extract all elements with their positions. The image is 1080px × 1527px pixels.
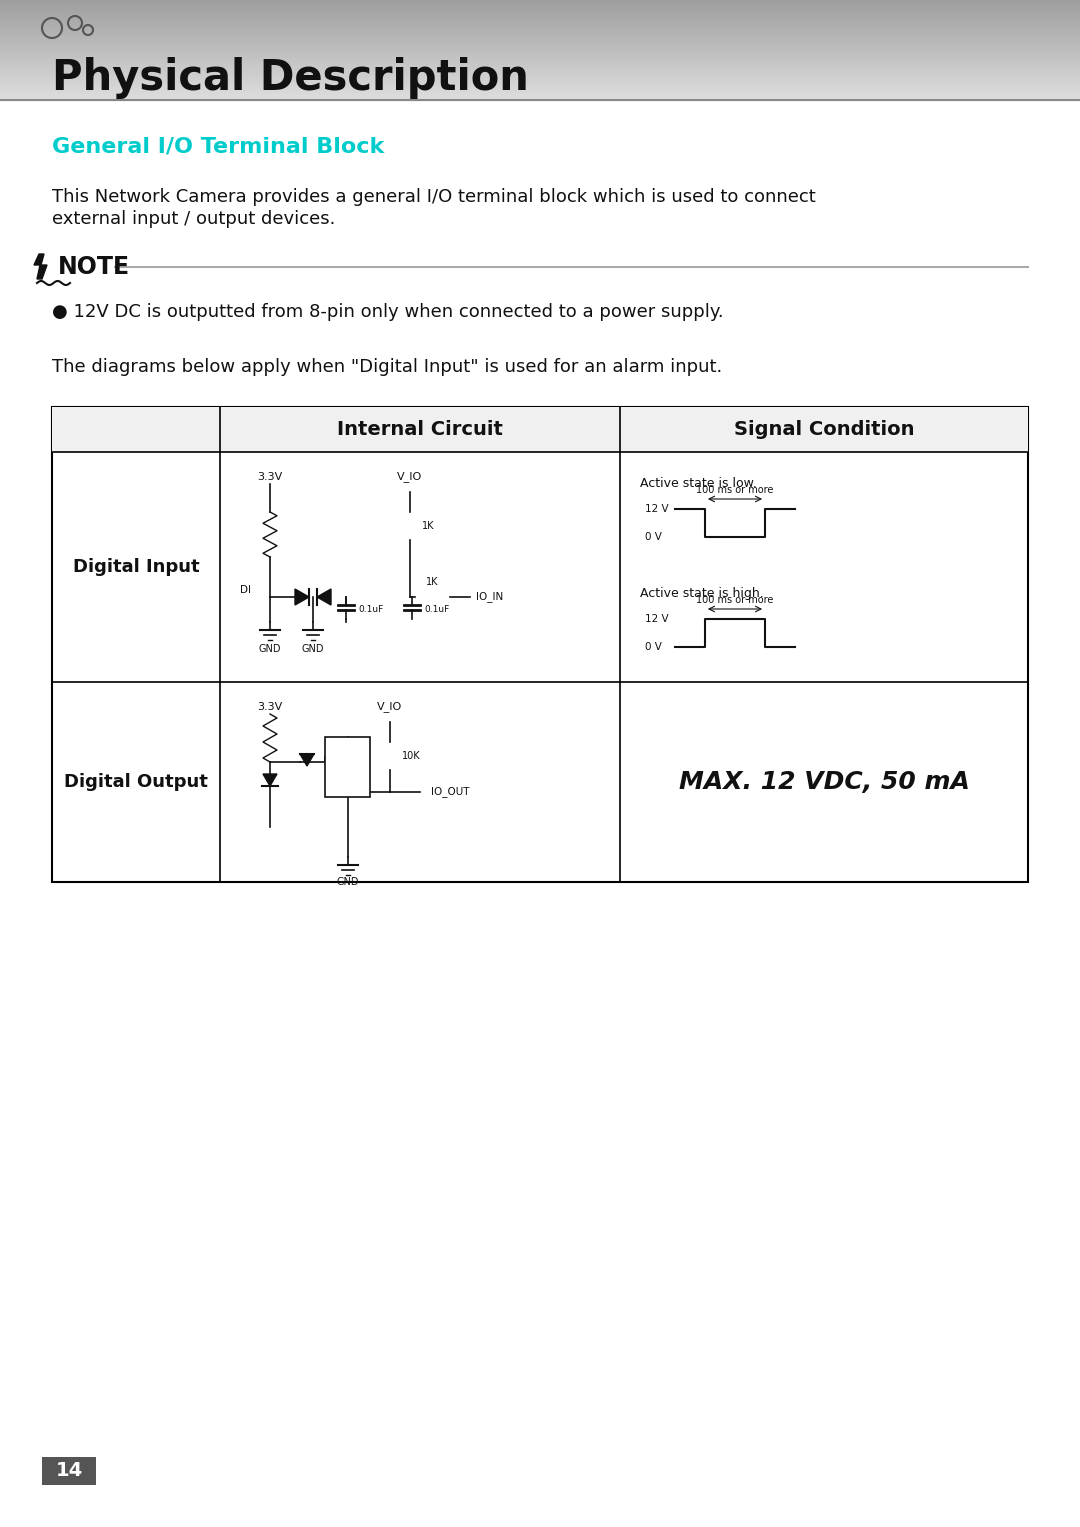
Text: General I/O Terminal Block: General I/O Terminal Block <box>52 137 384 157</box>
Polygon shape <box>295 589 309 605</box>
Text: 1K: 1K <box>422 521 434 531</box>
Text: GND: GND <box>336 876 359 887</box>
Bar <box>42 1457 96 1484</box>
Text: The diagrams below apply when "Digital Input" is used for an alarm input.: The diagrams below apply when "Digital I… <box>52 357 723 376</box>
Text: V_IO: V_IO <box>397 472 422 483</box>
Bar <box>415 589 450 605</box>
Text: GND: GND <box>259 644 281 654</box>
Text: Active state is high.: Active state is high. <box>640 586 764 600</box>
Text: Active state is low.: Active state is low. <box>640 476 757 490</box>
Bar <box>52 408 1028 883</box>
Text: IO_OUT: IO_OUT <box>431 786 470 797</box>
Text: 14: 14 <box>55 1461 83 1481</box>
Bar <box>400 512 420 541</box>
Polygon shape <box>33 253 48 279</box>
Text: This Network Camera provides a general I/O terminal block which is used to conne: This Network Camera provides a general I… <box>52 188 815 206</box>
Bar <box>52 408 1028 452</box>
Polygon shape <box>318 589 330 605</box>
Polygon shape <box>264 774 276 786</box>
Text: 0.1uF: 0.1uF <box>424 605 449 614</box>
Polygon shape <box>300 754 314 767</box>
Bar <box>325 738 370 797</box>
Text: Digital Input: Digital Input <box>72 557 200 576</box>
Bar <box>380 742 400 770</box>
Text: Digital Output: Digital Output <box>64 773 208 791</box>
Text: MAX. 12 VDC, 50 mA: MAX. 12 VDC, 50 mA <box>678 770 970 794</box>
Text: 10K: 10K <box>402 751 420 760</box>
Text: Signal Condition: Signal Condition <box>733 420 915 438</box>
Text: Internal Circuit: Internal Circuit <box>337 420 503 438</box>
Text: 0.1uF: 0.1uF <box>357 605 383 614</box>
Text: V_IO: V_IO <box>377 701 403 712</box>
Text: external input / output devices.: external input / output devices. <box>52 211 336 228</box>
Text: Physical Description: Physical Description <box>52 56 529 99</box>
Text: 0 V: 0 V <box>645 531 662 542</box>
Text: 100 ms or more: 100 ms or more <box>697 486 773 495</box>
Text: 3.3V: 3.3V <box>257 702 283 712</box>
Text: 0 V: 0 V <box>645 641 662 652</box>
Text: DI: DI <box>240 585 251 596</box>
Text: 100 ms or more: 100 ms or more <box>697 596 773 605</box>
Text: ● 12V DC is outputted from 8-pin only when connected to a power supply.: ● 12V DC is outputted from 8-pin only wh… <box>52 302 724 321</box>
Text: NOTE: NOTE <box>58 255 130 279</box>
Text: 12 V: 12 V <box>645 504 669 515</box>
Text: 3.3V: 3.3V <box>257 472 283 483</box>
Text: 1K: 1K <box>427 577 438 586</box>
Text: GND: GND <box>301 644 324 654</box>
Text: IO_IN: IO_IN <box>476 591 503 603</box>
Text: 12 V: 12 V <box>645 614 669 625</box>
